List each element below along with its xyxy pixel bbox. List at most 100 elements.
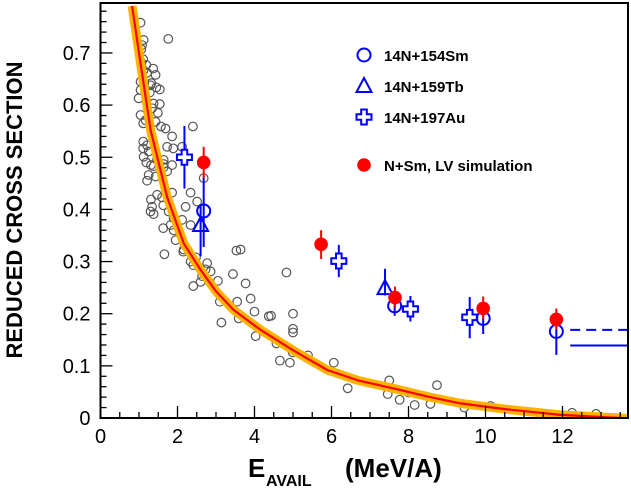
legend-filled-circle-icon (357, 158, 371, 172)
systematics-point (148, 209, 159, 219)
systematics-point (285, 357, 295, 368)
systematics-point (163, 33, 174, 44)
y-tick-label: 0 (79, 408, 90, 430)
systematics-point (152, 189, 162, 200)
x-axis-label-main: E (248, 453, 265, 483)
open-triangle-marker (375, 278, 395, 296)
legend-label: 14N+159Tb (384, 79, 464, 96)
x-tick-label: 2 (172, 426, 183, 448)
systematics-point (147, 201, 157, 212)
systematics-point (240, 278, 251, 289)
systematics-point (138, 151, 149, 162)
systematics-point (228, 269, 238, 279)
x-axis-label-subscript: AVAIL (266, 473, 312, 490)
legend-item: 14N+154Sm (356, 47, 469, 65)
systematics-point (231, 245, 242, 256)
systematics-point (249, 306, 260, 317)
open-circle-marker (196, 203, 212, 219)
open-cross-marker (175, 148, 193, 166)
filled-circle-marker (476, 301, 490, 316)
systematics-point (342, 383, 353, 394)
systematics-point (159, 249, 170, 260)
systematics-point (288, 323, 298, 334)
open-cross-marker (461, 308, 479, 326)
systematics-point (394, 394, 405, 405)
systematics-point (192, 196, 203, 207)
systematics-point (235, 244, 246, 255)
axes: 0 0.1 0.2 0.3 0.4 0.5 0.6 0.7 0 2 4 6 8 10 12 (63, 2, 629, 448)
plot-area (127, 5, 628, 418)
systematics-point (266, 310, 276, 321)
systematics-point (432, 380, 442, 391)
x-axis-title: E AVAIL (MeV/A) (248, 453, 442, 490)
systematics-point (152, 108, 163, 118)
systematics-point (185, 187, 196, 198)
legend-label: 14N+197Au (384, 110, 465, 127)
systematics-point (185, 220, 196, 230)
systematics-point (202, 258, 213, 269)
open-cross-marker (401, 300, 419, 318)
systematics-point (142, 175, 152, 186)
systematics-point (216, 317, 227, 328)
systematics-point (288, 327, 298, 338)
systematics-point (281, 267, 292, 278)
systematics-point (288, 308, 298, 319)
x-tick-label: 4 (249, 426, 260, 448)
systematics-point (146, 194, 156, 205)
legend-item: 14N+159Tb (354, 75, 464, 96)
y-tick-label: 0.6 (63, 95, 91, 117)
systematics-point (328, 357, 339, 368)
systematics-point (158, 223, 169, 234)
y-axis-label: REDUCED CROSS SECTION (2, 61, 27, 358)
systematics-point (167, 131, 178, 142)
plot-frame (99, 2, 629, 419)
systematics-point (145, 206, 156, 217)
systematics-point (188, 281, 199, 291)
systematics-point (187, 121, 198, 132)
filled-circle-marker (314, 237, 328, 252)
legend-open-cross-icon (355, 108, 373, 126)
systematics-point (409, 400, 420, 410)
systematics-point (180, 201, 191, 212)
x-tick-label: 12 (551, 426, 573, 448)
systematics-point (154, 99, 165, 109)
systematics-point (250, 331, 261, 342)
plot-clip-group (127, 5, 628, 418)
y-tick-label: 0.3 (63, 252, 91, 274)
x-tick-label: 8 (403, 426, 414, 448)
y-tick-label: 0.5 (63, 147, 91, 169)
systematics-point (156, 121, 166, 132)
legend-open-circle-icon (356, 47, 372, 63)
systematics-point (143, 170, 154, 180)
systematics-point (154, 84, 165, 95)
systematics-point (160, 123, 171, 134)
filled-circle-marker (388, 290, 402, 305)
systematics-point (245, 293, 256, 304)
y-axis-title: REDUCED CROSS SECTION (2, 61, 27, 358)
y-tick-label: 0.1 (63, 356, 91, 378)
y-tick-label: 0.7 (63, 43, 91, 65)
systematics-point (150, 69, 161, 80)
legend: 14N+154Sm 14N+159Tb 14N+197Au N+Sm, LV simu… (354, 47, 533, 175)
systematics-point (162, 141, 173, 152)
y-tick-label: 0.4 (63, 199, 91, 221)
x-tick-label: 6 (326, 426, 337, 448)
systematics-point (168, 143, 179, 154)
filled-circle-marker (196, 155, 211, 170)
legend-open-triangle-icon (354, 75, 374, 93)
open-cross-marker (330, 252, 348, 270)
x-axis-label-unit: (MeV/A) (345, 453, 442, 483)
y-tick-label: 0.2 (63, 304, 91, 326)
legend-item: 14N+197Au (355, 108, 465, 127)
systematics-point (275, 355, 285, 366)
legend-label: N+Sm, LV simulation (384, 158, 533, 175)
filled-circle-marker (549, 312, 564, 327)
x-tick-label: 10 (474, 426, 496, 448)
fit-curve (131, 5, 628, 418)
legend-item: N+Sm, LV simulation (357, 158, 533, 175)
legend-label: 14N+154Sm (384, 48, 469, 65)
systematics-point (232, 296, 243, 307)
open-triangle-marker (191, 214, 210, 233)
fit-band (127, 5, 628, 418)
